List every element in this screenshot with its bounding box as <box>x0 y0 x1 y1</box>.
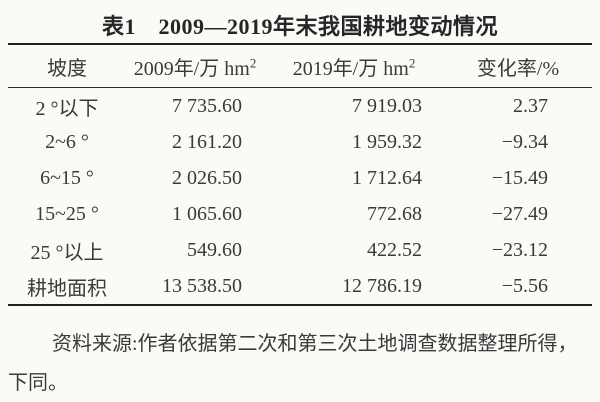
land-change-table: 坡度 2009年/万 hm2 2019年/万 hm2 变化率/% 2 °以下 7… <box>8 43 592 306</box>
cell-change-rate: −9.34 <box>501 130 548 153</box>
cell-2009-value: 13 538.50 <box>162 274 242 297</box>
cell-change-rate: −23.12 <box>491 238 548 261</box>
cell-2019-value: 772.68 <box>367 202 422 225</box>
table-row: 耕地面积 13 538.50 12 786.19 −5.56 <box>8 268 592 305</box>
col-header-change-rate: 变化率/% <box>444 44 592 88</box>
table-row: 6~15 ° 2 026.50 1 712.64 −15.49 <box>8 160 592 196</box>
col-header-label: 坡度 <box>47 57 87 80</box>
table-row: 2~6 ° 2 161.20 1 959.32 −9.34 <box>8 124 592 160</box>
cell-slope: 15~25 ° <box>35 202 99 225</box>
cell-slope: 25 °以上 <box>30 241 104 264</box>
col-header-label: 2009年/万 hm <box>133 57 250 80</box>
cell-2009-value: 7 735.60 <box>172 94 242 117</box>
col-header-label: 变化率/% <box>476 57 560 80</box>
cell-slope: 2 °以下 <box>35 97 99 120</box>
cell-2019-value: 422.52 <box>367 238 422 261</box>
cell-change-rate: −27.49 <box>491 202 548 225</box>
col-header-sup: 2 <box>408 54 416 70</box>
cell-change-rate: −5.56 <box>501 274 548 297</box>
cell-2009-value: 549.60 <box>187 238 242 261</box>
source-note-line: 资料来源:作者依据第二次和第三次土地调查数据整理所得， <box>52 333 578 355</box>
col-header-slope: 坡度 <box>8 44 126 88</box>
source-note-line: 下同。 <box>8 372 68 394</box>
table-row: 2 °以下 7 735.60 7 919.03 2.37 <box>8 88 592 125</box>
table-row: 15~25 ° 1 065.60 772.68 −27.49 <box>8 196 592 232</box>
cell-2019-value: 1 959.32 <box>352 130 422 153</box>
table-title: 表1 2009—2019年末我国耕地变动情况 <box>101 14 498 39</box>
col-header-2009: 2009年/万 hm2 <box>126 44 264 88</box>
table-row: 25 °以上 549.60 422.52 −23.12 <box>8 232 592 268</box>
cell-slope: 耕地面积 <box>27 277 107 300</box>
cell-slope: 2~6 ° <box>45 130 89 153</box>
cell-2019-value: 12 786.19 <box>342 274 422 297</box>
cell-2019-value: 7 919.03 <box>352 94 422 117</box>
cell-slope: 6~15 ° <box>40 166 94 189</box>
col-header-sup: 2 <box>249 54 257 70</box>
col-header-label: 2019年/万 hm <box>292 57 409 80</box>
cell-2009-value: 2 161.20 <box>172 130 242 153</box>
cell-2019-value: 1 712.64 <box>352 166 422 189</box>
cell-change-rate: −15.49 <box>491 166 548 189</box>
source-note: 资料来源:作者依据第二次和第三次土地调查数据整理所得， 下同。 <box>8 325 592 402</box>
cell-change-rate: 2.37 <box>513 94 548 117</box>
header-row: 坡度 2009年/万 hm2 2019年/万 hm2 变化率/% <box>8 44 592 88</box>
col-header-2019: 2019年/万 hm2 <box>264 44 444 88</box>
cell-2009-value: 1 065.60 <box>172 202 242 225</box>
cell-2009-value: 2 026.50 <box>172 166 242 189</box>
